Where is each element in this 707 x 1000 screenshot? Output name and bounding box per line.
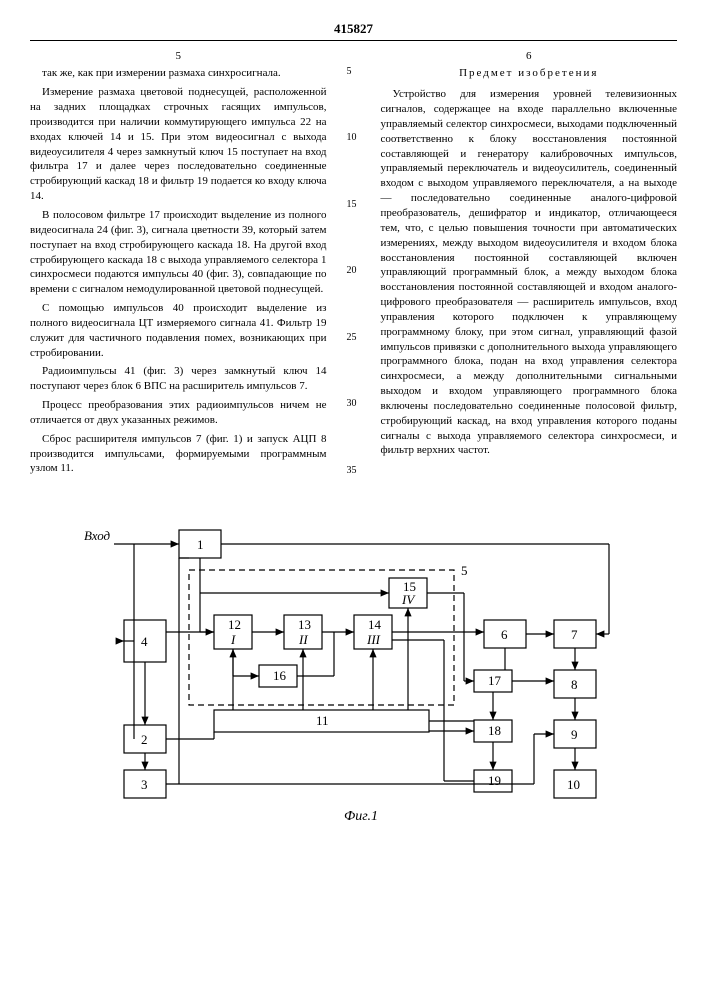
box-label: 4 (141, 634, 148, 649)
box-label: 6 (501, 627, 508, 642)
subject-heading: Предмет изобретения (381, 66, 678, 81)
paragraph: Измерение размаха цветовой поднесущей, р… (30, 85, 327, 204)
left-column: 5 так же, как при измерении размаха синх… (30, 49, 327, 481)
input-label: Вход (84, 528, 111, 543)
paragraph: Радиоимпульсы 41 (фиг. 3) через замкнуты… (30, 364, 327, 394)
paragraph: Процесс преобразования этих радиоимпульс… (30, 398, 327, 428)
box-label: 18 (488, 723, 501, 738)
box-label: 14 (368, 617, 382, 632)
box-sub: II (298, 632, 308, 647)
right-column: 6 Предмет изобретения Устройство для изм… (381, 49, 678, 481)
box-sub: IV (401, 592, 416, 607)
line-number: 25 (347, 331, 361, 345)
box-sub: III (366, 632, 381, 647)
figure-label: Фиг.1 (344, 809, 378, 824)
box-label: 13 (298, 617, 311, 632)
document-number: 415827 (30, 20, 677, 38)
box-label: 7 (571, 627, 578, 642)
line-number: 10 (347, 131, 361, 145)
box-label: 2 (141, 732, 148, 747)
box-label: 10 (567, 777, 580, 792)
box-label: 9 (571, 727, 578, 742)
line-number: 35 (347, 464, 361, 478)
box-label: 16 (273, 668, 287, 683)
box-label: 3 (141, 777, 148, 792)
paragraph: Сброс расширителя импульсов 7 (фиг. 1) и… (30, 432, 327, 477)
header-rule (30, 40, 677, 41)
box-label: 12 (228, 617, 241, 632)
paragraph: так же, как при измерении размаха синхро… (30, 66, 327, 81)
line-number: 30 (347, 397, 361, 411)
paragraph: В полосовом фильтре 17 происходит выделе… (30, 208, 327, 297)
line-number: 20 (347, 264, 361, 278)
line-number: 5 (347, 65, 361, 79)
box-label: 11 (316, 713, 329, 728)
right-col-number: 6 (381, 49, 678, 64)
box-label: 19 (488, 773, 501, 788)
box-label: 5 (461, 563, 468, 578)
block-diagram-svg: Вход 1 4 2 3 5 12 I 13 II 14 III 15 IV (64, 510, 644, 830)
box-label: 1 (197, 537, 204, 552)
line-number: 15 (347, 198, 361, 212)
paragraph: Устройство для измерения уровней телевиз… (381, 87, 678, 458)
box-label: 8 (571, 677, 578, 692)
box-label: 17 (488, 673, 502, 688)
figure-1-diagram: Вход 1 4 2 3 5 12 I 13 II 14 III 15 IV (30, 510, 677, 830)
box-sub: I (230, 632, 236, 647)
paragraph: С помощью импульсов 40 происходит выделе… (30, 301, 327, 360)
left-col-number: 5 (30, 49, 327, 64)
two-column-text: 5 так же, как при измерении размаха синх… (30, 49, 677, 481)
line-numbers: 5 10 15 20 25 30 35 (347, 49, 361, 481)
